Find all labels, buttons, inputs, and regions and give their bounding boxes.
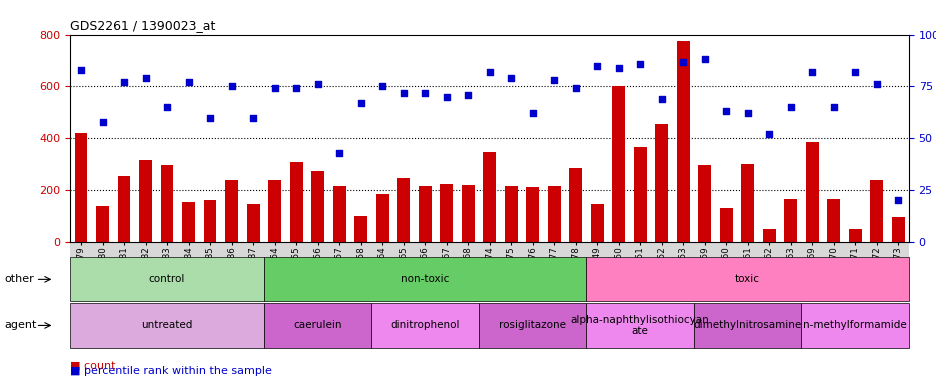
Bar (440, 184, 452, 242)
Text: toxic: toxic (735, 274, 759, 285)
Point (116, 79, 131, 85)
Point (159, 104, 174, 110)
Bar (375, 194, 388, 242)
Point (481, 69, 496, 75)
Bar (590, 204, 603, 242)
Text: untreated: untreated (141, 320, 193, 331)
Point (374, 83, 389, 89)
Bar (397, 179, 410, 242)
Point (181, 79, 196, 85)
Bar (75, 133, 87, 242)
Text: other: other (5, 274, 35, 285)
Point (567, 85, 582, 91)
Bar (246, 204, 259, 242)
Bar (182, 202, 195, 242)
Text: ■ count: ■ count (70, 361, 116, 371)
Text: ■ percentile rank within the sample: ■ percentile rank within the sample (70, 366, 271, 376)
Bar (826, 199, 840, 242)
Point (288, 85, 303, 91)
Point (696, 56, 711, 63)
Point (589, 63, 604, 69)
Bar (96, 206, 109, 242)
Bar (697, 166, 710, 242)
Bar (505, 186, 517, 242)
Point (396, 89, 411, 96)
Point (804, 69, 819, 75)
Text: caerulein: caerulein (293, 320, 342, 331)
Point (847, 69, 862, 75)
Bar (225, 180, 238, 242)
Bar (870, 180, 882, 242)
Point (224, 83, 239, 89)
Point (739, 110, 754, 116)
Bar (676, 41, 689, 242)
Point (524, 110, 539, 116)
Point (632, 61, 647, 67)
Bar (332, 186, 345, 242)
Point (353, 100, 368, 106)
Point (310, 81, 325, 88)
Point (503, 75, 518, 81)
Point (826, 104, 841, 110)
Bar (848, 229, 861, 242)
Point (439, 94, 454, 100)
Bar (762, 229, 775, 242)
Point (675, 58, 690, 65)
Point (546, 77, 561, 83)
Bar (160, 166, 173, 242)
Text: dinitrophenol: dinitrophenol (390, 320, 460, 331)
Point (245, 114, 260, 121)
Bar (418, 186, 431, 242)
Bar (740, 164, 753, 242)
Text: GDS2261 / 1390023_at: GDS2261 / 1390023_at (70, 19, 215, 32)
Point (267, 85, 282, 91)
Text: non-toxic: non-toxic (401, 274, 448, 285)
Point (417, 89, 432, 96)
Point (331, 150, 346, 156)
Point (782, 104, 797, 110)
Point (73, 67, 88, 73)
Point (202, 114, 217, 121)
Text: alpha-naphthylisothiocyan
ate: alpha-naphthylisothiocyan ate (570, 314, 709, 336)
Bar (547, 186, 560, 242)
Text: rosiglitazone: rosiglitazone (499, 320, 565, 331)
Bar (461, 185, 474, 242)
Point (761, 131, 776, 137)
Bar (633, 147, 646, 242)
Bar (611, 86, 624, 242)
Bar (568, 168, 581, 242)
Text: control: control (149, 274, 185, 285)
Bar (139, 160, 152, 242)
Bar (354, 216, 367, 242)
Bar (483, 152, 495, 242)
Bar (311, 170, 324, 242)
Bar (117, 176, 130, 242)
Point (718, 108, 733, 114)
Text: dimethylnitrosamine: dimethylnitrosamine (693, 320, 801, 331)
Point (138, 75, 153, 81)
Bar (268, 180, 281, 242)
Point (610, 65, 625, 71)
Point (653, 96, 668, 102)
Bar (783, 199, 797, 242)
Bar (891, 217, 903, 242)
Bar (719, 208, 732, 242)
Point (95, 119, 110, 125)
Text: n-methylformamide: n-methylformamide (802, 320, 906, 331)
Bar (526, 187, 538, 242)
Bar (289, 162, 302, 242)
Bar (805, 142, 818, 242)
Bar (203, 200, 216, 242)
Point (890, 197, 905, 204)
Text: agent: agent (5, 320, 37, 331)
Point (869, 81, 884, 88)
Point (461, 92, 475, 98)
Bar (654, 124, 667, 242)
